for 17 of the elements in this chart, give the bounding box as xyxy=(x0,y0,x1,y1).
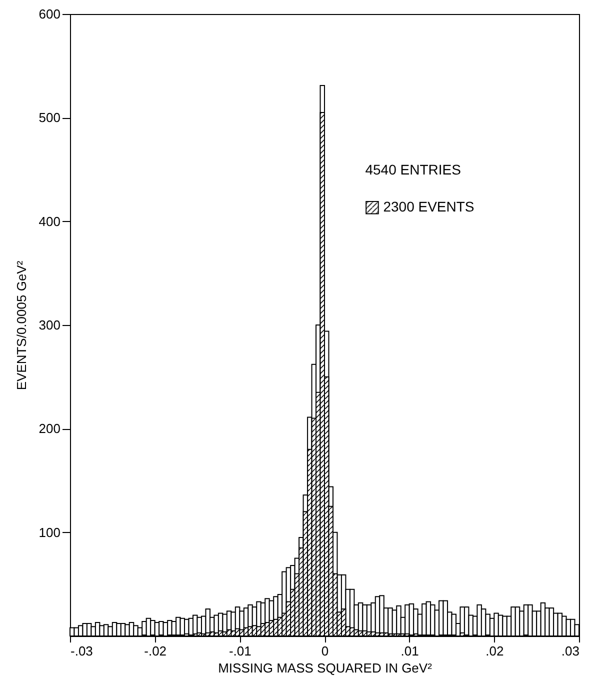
y-tick-label: 400 xyxy=(38,214,60,229)
y-tick-label: 300 xyxy=(38,318,60,332)
x-tick-label: .02 xyxy=(486,644,504,658)
y-tick-label: 200 xyxy=(38,421,60,436)
x-tick-label: -.01 xyxy=(228,644,252,658)
x-tick-label: 0 xyxy=(321,644,329,658)
y-tick-label: 100 xyxy=(38,524,60,540)
annotation: 4540 ENTRIES xyxy=(365,162,461,178)
y-axis-title: EVENTS/0.0005 GeV² xyxy=(14,260,29,390)
x-tick-label: .01 xyxy=(400,644,419,658)
x-tick-label: -.02 xyxy=(144,644,167,658)
x-tick-label: -.03 xyxy=(70,644,93,658)
x-axis-title: MISSING MASS SQUARED IN GeV² xyxy=(218,660,433,676)
x-tick-label: .03 xyxy=(561,644,580,658)
y-tick-label: 500 xyxy=(38,110,60,126)
y-tick-label: 600 xyxy=(38,6,60,22)
legend-label: 2300 EVENTS xyxy=(383,198,474,215)
